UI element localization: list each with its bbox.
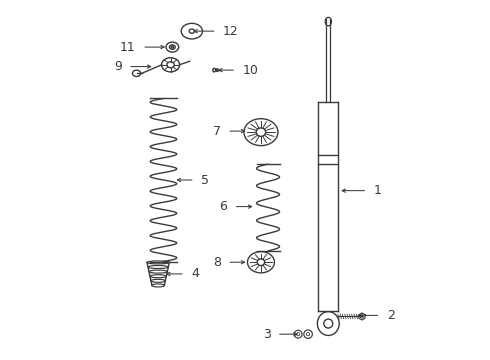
Text: 4: 4 [191, 267, 199, 280]
Text: 3: 3 [263, 328, 270, 341]
Text: 6: 6 [220, 200, 227, 213]
Text: 1: 1 [374, 184, 382, 197]
Text: 12: 12 [223, 24, 239, 38]
Text: 2: 2 [387, 309, 394, 322]
Text: 11: 11 [120, 41, 136, 54]
Text: 9: 9 [114, 60, 122, 73]
Text: 8: 8 [213, 256, 221, 269]
Text: 5: 5 [201, 174, 209, 186]
Text: 10: 10 [243, 64, 258, 77]
Text: 7: 7 [213, 125, 221, 138]
